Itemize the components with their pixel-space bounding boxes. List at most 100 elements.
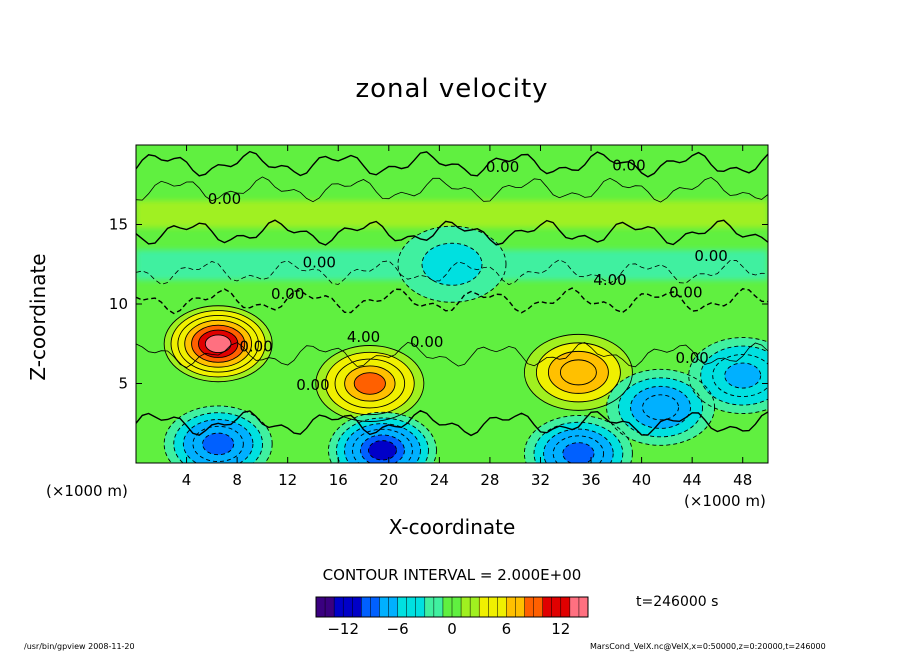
contour-ring (559, 359, 597, 386)
colorbar-cell (470, 597, 480, 617)
x-unit-label-right: (×1000 m) (684, 492, 766, 510)
contour-ring (543, 428, 614, 463)
contour-ring (533, 421, 624, 463)
colorbar-cell (343, 597, 353, 617)
contour-ring (163, 405, 273, 463)
colorbar-cell (397, 597, 408, 617)
colorbar-cell (461, 597, 471, 617)
contour-line (136, 287, 768, 315)
colorbar-cell (560, 597, 571, 617)
chart-title: zonal velocity (355, 74, 549, 104)
field-level (560, 359, 597, 385)
colorbar-cell (497, 597, 507, 617)
contour-label: 0.00 (612, 156, 645, 174)
contour-ring (344, 423, 421, 463)
minimum-8 (398, 226, 506, 303)
colorbar-cell (316, 597, 326, 617)
contour-label: 0.00 (675, 349, 708, 367)
colorbar-tick-label: 6 (502, 620, 512, 638)
contour-label: 0.00 (239, 338, 272, 356)
contour-ring (630, 385, 692, 429)
colorbar-cell (379, 597, 390, 617)
x-tick-label: 8 (232, 471, 242, 489)
colorbar: −12 −6 0 6 12 (315, 596, 589, 638)
contour-labels: 0.00 0.00 0.00 0.00 0.00 0.00 4.00 4.00 0.00 0.00… (208, 156, 728, 393)
contour-ring (352, 428, 413, 463)
contour-ring (523, 415, 633, 463)
contour-ring (688, 337, 768, 414)
contour-ring (397, 225, 507, 303)
contour-ring (421, 242, 483, 286)
x-tick-label: 28 (480, 471, 499, 489)
contour-label: 0.00 (669, 284, 702, 302)
x-tick-label: 44 (683, 471, 702, 489)
contour-ring (177, 315, 259, 373)
contour-ring (368, 440, 397, 461)
x-tick-label: 20 (379, 471, 398, 489)
x-axis: 4 8 12 16 20 24 28 32 36 40 44 48 (182, 145, 752, 489)
contour-ring (191, 324, 246, 363)
contour-ring (182, 419, 254, 463)
colorbar-cell (406, 597, 417, 617)
colorbar-cell (370, 597, 380, 617)
contour-label: 0.00 (303, 253, 336, 271)
colorbar-cell (433, 597, 444, 617)
minimum-7 (688, 337, 768, 414)
contour-ring (547, 350, 609, 394)
contour-label: 0.00 (410, 333, 443, 351)
contour-ring (163, 305, 273, 383)
contour-ring (552, 435, 605, 463)
x-tick-label: 32 (531, 471, 550, 489)
colorbar-cell (524, 597, 535, 617)
colorbar-cell (515, 597, 526, 617)
contour-label: 0.00 (296, 376, 329, 394)
colorbar-cell (542, 597, 553, 617)
colorbar-tick-label: 0 (447, 620, 457, 638)
field-level (354, 372, 386, 395)
contour-ring (324, 351, 415, 416)
colorbar-cell (415, 597, 426, 617)
colorbar-cell (352, 597, 362, 617)
colorbar-tick-label: −12 (327, 620, 359, 638)
contour-ring (204, 334, 232, 354)
colorbar-cell (361, 597, 371, 617)
contour-ring (173, 412, 263, 463)
contour-ring (170, 310, 266, 378)
field-level (562, 442, 594, 463)
contour-label: 0.00 (271, 285, 304, 303)
y-tick-label: 5 (118, 375, 128, 393)
contour-ring (192, 425, 244, 462)
maximum-1 (315, 345, 424, 422)
x-tick-label: 4 (182, 471, 192, 489)
x-tick-label: 12 (278, 471, 297, 489)
velocity-field (136, 145, 768, 463)
y-tick-label: 10 (109, 295, 128, 313)
contour-ring (336, 417, 429, 463)
contour-ring (334, 358, 406, 409)
x-tick-label: 24 (430, 471, 449, 489)
colorbar-tick-label: 12 (551, 620, 570, 638)
colorbar-cell (551, 597, 562, 617)
field-level (724, 363, 761, 389)
contour-line (136, 219, 768, 246)
contour-line (136, 259, 768, 286)
contour-label: 4.00 (347, 328, 380, 346)
x-axis-label: X-coordinate (388, 515, 516, 539)
field-level (202, 433, 234, 455)
contour-label: 4.00 (593, 271, 626, 289)
field-level (642, 394, 679, 420)
colorbar-cell (442, 597, 453, 617)
contour-ring (700, 345, 768, 406)
field-level (205, 334, 232, 353)
colorbar-cell (506, 597, 516, 617)
colorbar-frame (315, 596, 589, 618)
contour-line (136, 342, 768, 368)
contour-line (136, 176, 768, 203)
contour-ring (618, 377, 704, 438)
contour-ring (353, 372, 386, 395)
colorbar-cell (578, 597, 589, 617)
contour-label: 0.00 (208, 190, 241, 208)
contour-line (136, 150, 768, 178)
contour-ring (562, 442, 595, 463)
